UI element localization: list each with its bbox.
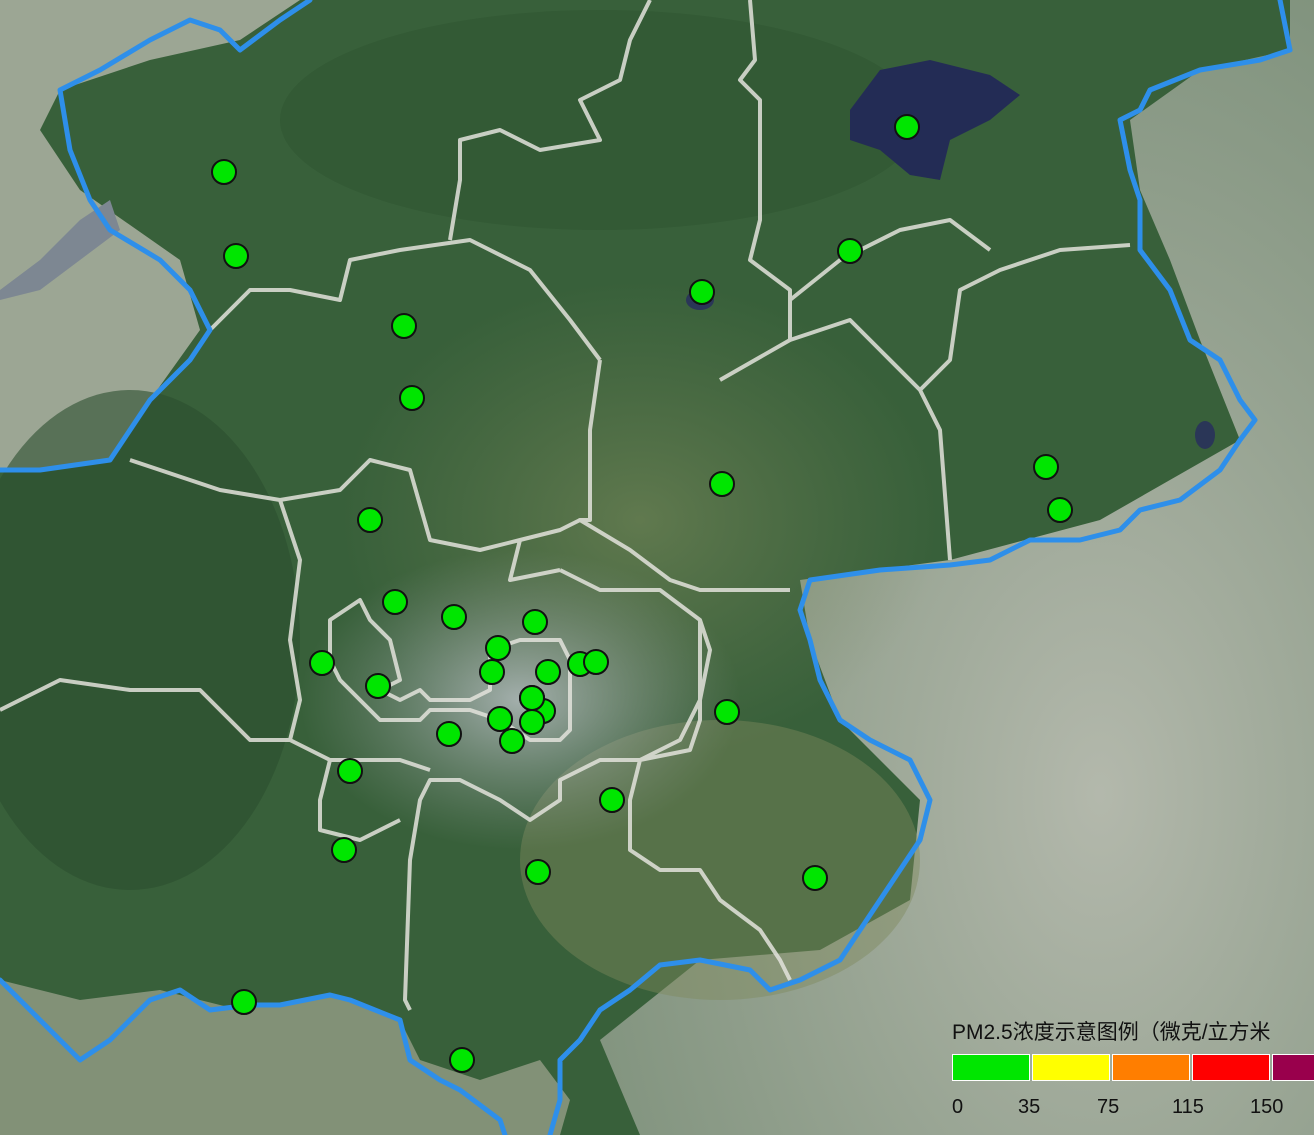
station-marker-station-11[interactable] — [357, 507, 383, 533]
station-marker-station-24[interactable] — [519, 709, 545, 735]
station-marker-station-33[interactable] — [802, 865, 828, 891]
dark-mountains-north — [280, 10, 920, 230]
station-marker-station-35[interactable] — [449, 1047, 475, 1073]
legend-tick-label: 150 — [1250, 1096, 1284, 1118]
legend-tick-label: 0 — [952, 1096, 964, 1118]
station-marker-station-3[interactable] — [894, 114, 920, 140]
station-marker-station-10[interactable] — [1047, 497, 1073, 523]
station-marker-station-13[interactable] — [441, 604, 467, 630]
station-marker-station-28[interactable] — [337, 758, 363, 784]
legend-tick-label: 115 — [1172, 1096, 1204, 1118]
station-marker-station-6[interactable] — [391, 313, 417, 339]
station-marker-station-26[interactable] — [436, 721, 462, 747]
legend-swatch-1 — [952, 1054, 1030, 1081]
station-marker-station-9[interactable] — [1033, 454, 1059, 480]
station-marker-station-8[interactable] — [709, 471, 735, 497]
station-marker-station-2[interactable] — [223, 243, 249, 269]
dark-mountains-west — [0, 390, 300, 890]
legend-tick-label: 35 — [1018, 1096, 1041, 1118]
station-marker-station-27[interactable] — [714, 699, 740, 725]
station-marker-station-1[interactable] — [211, 159, 237, 185]
legend-swatch-4 — [1192, 1054, 1270, 1081]
legend-tick-label: 75 — [1097, 1096, 1120, 1118]
legend-title: PM2.5浓度示意图例（微克/立方米 — [952, 1021, 1271, 1044]
station-markers — [211, 114, 1073, 1073]
station-marker-station-23[interactable] — [487, 706, 513, 732]
station-marker-station-34[interactable] — [231, 989, 257, 1015]
outside-region-west — [0, 0, 300, 470]
station-marker-station-31[interactable] — [525, 859, 551, 885]
station-marker-station-15[interactable] — [485, 635, 511, 661]
reservoir-miyun — [850, 60, 1020, 180]
station-marker-station-30[interactable] — [331, 837, 357, 863]
station-marker-station-17[interactable] — [535, 659, 561, 685]
outside-region-east — [600, 0, 1314, 1135]
lake-west — [0, 200, 120, 300]
station-marker-station-12[interactable] — [382, 589, 408, 615]
station-marker-station-25[interactable] — [499, 728, 525, 754]
legend-swatch-3 — [1112, 1054, 1190, 1081]
legend-color-bar — [952, 1054, 1314, 1081]
legend-swatch-2 — [1032, 1054, 1110, 1081]
station-marker-station-4[interactable] — [837, 238, 863, 264]
station-marker-station-5[interactable] — [689, 279, 715, 305]
station-marker-station-36[interactable] — [519, 685, 545, 711]
station-marker-station-29[interactable] — [599, 787, 625, 813]
station-marker-station-16[interactable] — [479, 659, 505, 685]
station-marker-station-14[interactable] — [522, 609, 548, 635]
legend-swatch-5 — [1272, 1054, 1314, 1081]
outside-region-south — [0, 980, 570, 1135]
station-marker-station-20[interactable] — [309, 650, 335, 676]
station-marker-station-19[interactable] — [583, 649, 609, 675]
station-marker-station-7[interactable] — [399, 385, 425, 411]
reservoir-east — [1195, 421, 1215, 449]
station-marker-station-21[interactable] — [365, 673, 391, 699]
